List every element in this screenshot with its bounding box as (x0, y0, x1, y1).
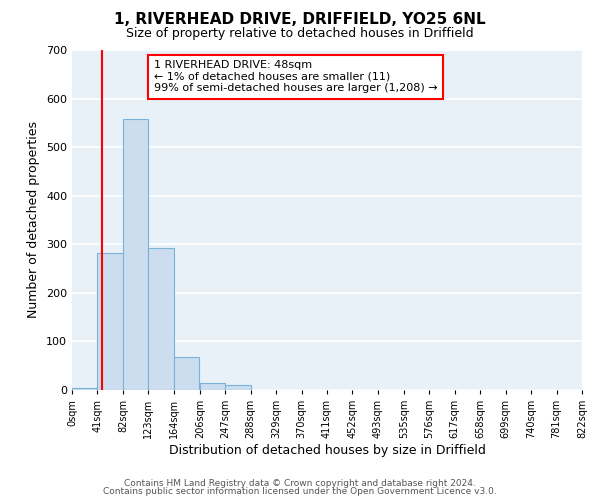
X-axis label: Distribution of detached houses by size in Driffield: Distribution of detached houses by size … (169, 444, 485, 457)
Bar (123, 120, 148, 390)
Text: Contains HM Land Registry data © Crown copyright and database right 2024.: Contains HM Land Registry data © Crown c… (124, 478, 476, 488)
Bar (174, 357, 199, 390)
Text: Contains public sector information licensed under the Open Government Licence v3: Contains public sector information licen… (103, 487, 497, 496)
Text: 1 RIVERHEAD DRIVE: 48sqm
← 1% of detached houses are smaller (11)
99% of semi-de: 1 RIVERHEAD DRIVE: 48sqm ← 1% of detache… (154, 60, 437, 94)
Bar (97, 252, 123, 390)
Bar (200, 382, 225, 390)
Bar (148, 248, 174, 390)
Bar (225, 385, 251, 390)
Text: 1, RIVERHEAD DRIVE, DRIFFIELD, YO25 6NL: 1, RIVERHEAD DRIVE, DRIFFIELD, YO25 6NL (114, 12, 486, 28)
Text: Size of property relative to detached houses in Driffield: Size of property relative to detached ho… (126, 28, 474, 40)
Y-axis label: Number of detached properties: Number of detached properties (28, 122, 40, 318)
Bar (72, 388, 97, 390)
